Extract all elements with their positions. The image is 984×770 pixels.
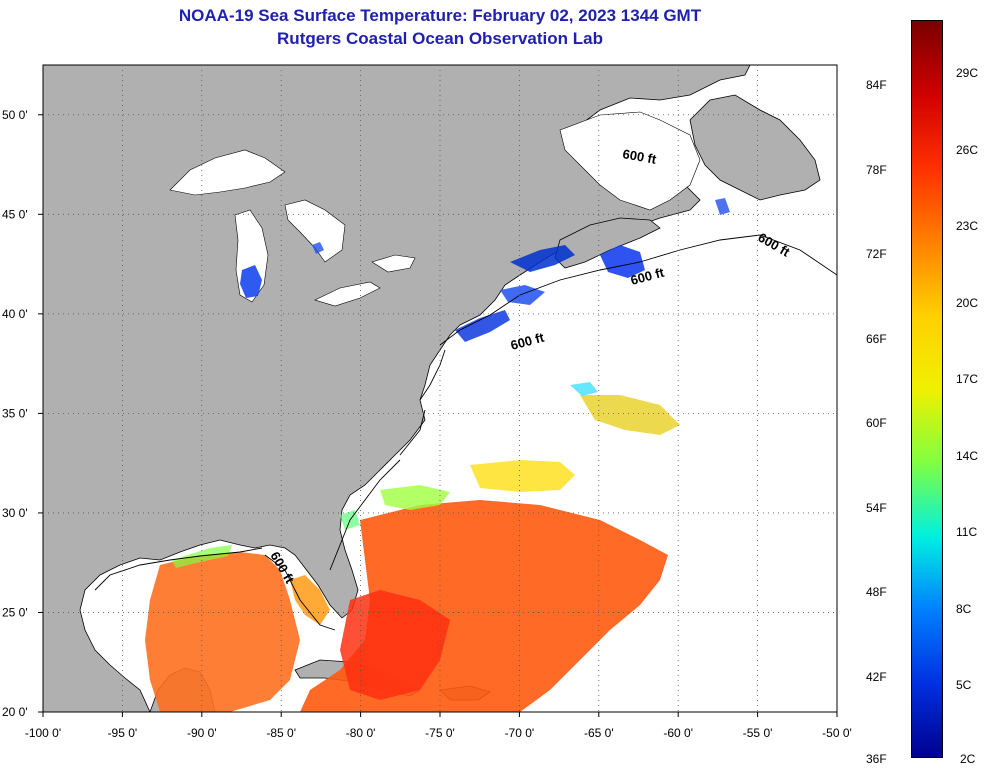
lon-tick-label: -60 0' xyxy=(663,726,693,740)
colorbar-c-label: 20C xyxy=(956,295,979,310)
sst-cold-layer xyxy=(240,198,730,342)
lake-erie xyxy=(314,281,381,307)
colorbar-c-label: 29C xyxy=(956,66,979,80)
sst-data-layer xyxy=(145,382,680,712)
colorbar-f-label: 54F xyxy=(866,500,887,515)
colorbar-c-label: 17C xyxy=(956,372,979,386)
lat-tick-label: 40 0' xyxy=(2,307,28,321)
lon-tick-label: -100 0' xyxy=(25,726,61,740)
lon-tick-label: -95 0' xyxy=(108,726,138,740)
colorbar-f-label: 48F xyxy=(866,585,887,599)
isobath-contour xyxy=(94,234,837,631)
newfoundland-island xyxy=(689,94,821,201)
map-ticks: -100 0' -95 0' -90 0' -85 0' -80 0' -75 0' -70… xyxy=(2,108,852,740)
lat-tick-label: 25 0' xyxy=(2,605,28,619)
colorbar-f-label: 72F xyxy=(866,247,887,261)
lon-tick-label: -70 0' xyxy=(505,726,535,740)
colorbar-c-label: 23C xyxy=(956,219,979,233)
lon-tick-label: -55 0' xyxy=(743,726,773,740)
contour-label-1: 600 ft xyxy=(621,146,658,167)
map-subtitle: Rutgers Coastal Ocean Observation Lab xyxy=(277,29,603,48)
colorbar-c-label: 11C xyxy=(956,525,978,539)
nova-scotia-land xyxy=(554,217,661,269)
map-title: NOAA-19 Sea Surface Temperature: Februar… xyxy=(178,6,702,25)
colorbar-f-label: 42F xyxy=(866,669,887,684)
lake-superior xyxy=(169,149,286,196)
colorbar-f-label: 78F xyxy=(866,162,887,177)
lon-tick-label: -85 0' xyxy=(266,726,296,740)
colorbar-c-label: 14C xyxy=(956,448,979,463)
lat-tick-label: 35 0' xyxy=(2,406,28,420)
colorbar-f-label: 36F xyxy=(866,752,887,766)
colorbar-f-label: 66F xyxy=(866,331,887,346)
colorbar-f-label: 60F xyxy=(866,416,887,430)
gulf-st-lawrence xyxy=(559,111,701,211)
lake-ontario xyxy=(371,254,416,273)
colorbar-c-label: 26C xyxy=(956,142,979,157)
lat-tick-label: 30 0' xyxy=(2,506,28,520)
lat-tick-label: 50 0' xyxy=(2,108,28,122)
colorbar-c-label: 8C xyxy=(956,601,972,616)
lat-tick-label: 45 0' xyxy=(2,207,28,221)
colorbar-c-label: 2C xyxy=(960,752,976,766)
lake-huron xyxy=(284,199,346,263)
temperature-colorbar xyxy=(911,20,943,758)
colorbar-f-label: 84F xyxy=(866,78,887,92)
lat-tick-label: 20 0' xyxy=(2,705,28,719)
colorbar-c-label: 5C xyxy=(956,678,972,692)
lon-tick-label: -90 0' xyxy=(187,726,217,740)
lon-tick-label: -80 0' xyxy=(346,726,376,740)
lon-tick-label: -50 0' xyxy=(822,726,852,740)
lon-tick-label: -75 0' xyxy=(425,726,455,740)
lon-tick-label: -65 0' xyxy=(584,726,614,740)
